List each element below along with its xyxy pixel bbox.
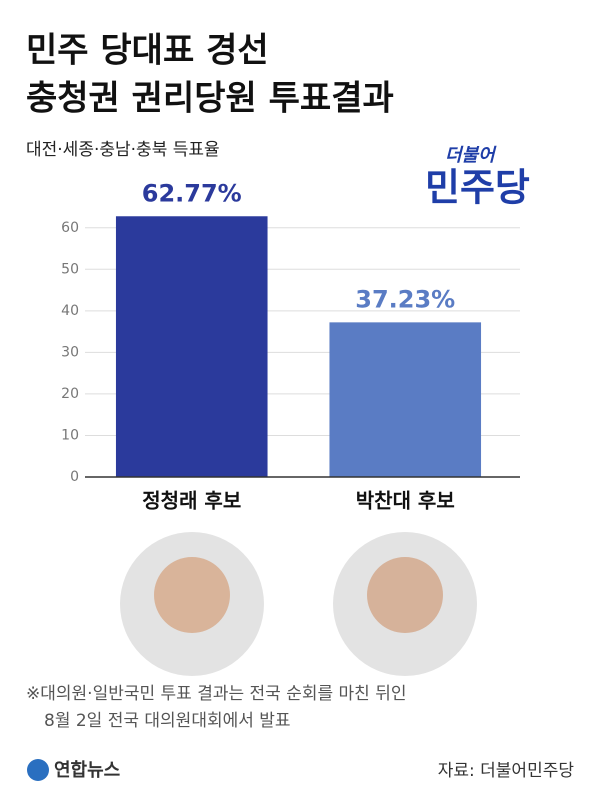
title-line: 민주 당대표 경선 (26, 31, 269, 71)
subtitle: 대전·세종·충남·충북 득표율 (26, 140, 220, 160)
title-line: 충청권 권리당원 투표결과 (26, 79, 394, 119)
logo-main: 민주당 (425, 166, 530, 210)
y-tick-label: 10 (61, 427, 79, 443)
bar (115, 216, 268, 478)
y-tick-label: 30 (61, 344, 79, 360)
note-line: ※대의원·일반국민 투표 결과는 전국 순회를 마친 뒤인 (26, 684, 407, 704)
y-tick-label: 40 (61, 303, 79, 319)
agency: 연합뉴스 (54, 759, 120, 781)
y-tick-label: 60 (61, 220, 79, 236)
y-tick-label: 0 (70, 469, 79, 485)
bar (329, 322, 482, 477)
agency-icon (27, 759, 49, 781)
y-tick-label: 50 (61, 261, 79, 277)
x-tick-label: 정청래 후보 (142, 489, 241, 513)
y-tick-label: 20 (61, 386, 79, 402)
value-label: 62.77% (142, 179, 242, 207)
candidate-face (154, 557, 230, 633)
value-label: 37.23% (355, 285, 455, 313)
logo-top: 더불어 (445, 145, 497, 166)
x-tick-label: 박찬대 후보 (356, 489, 455, 513)
candidate-face (367, 557, 443, 633)
source: 자료: 더불어민주당 (438, 761, 575, 781)
note-line: 8월 2일 전국 대의원대회에서 발표 (44, 711, 291, 731)
